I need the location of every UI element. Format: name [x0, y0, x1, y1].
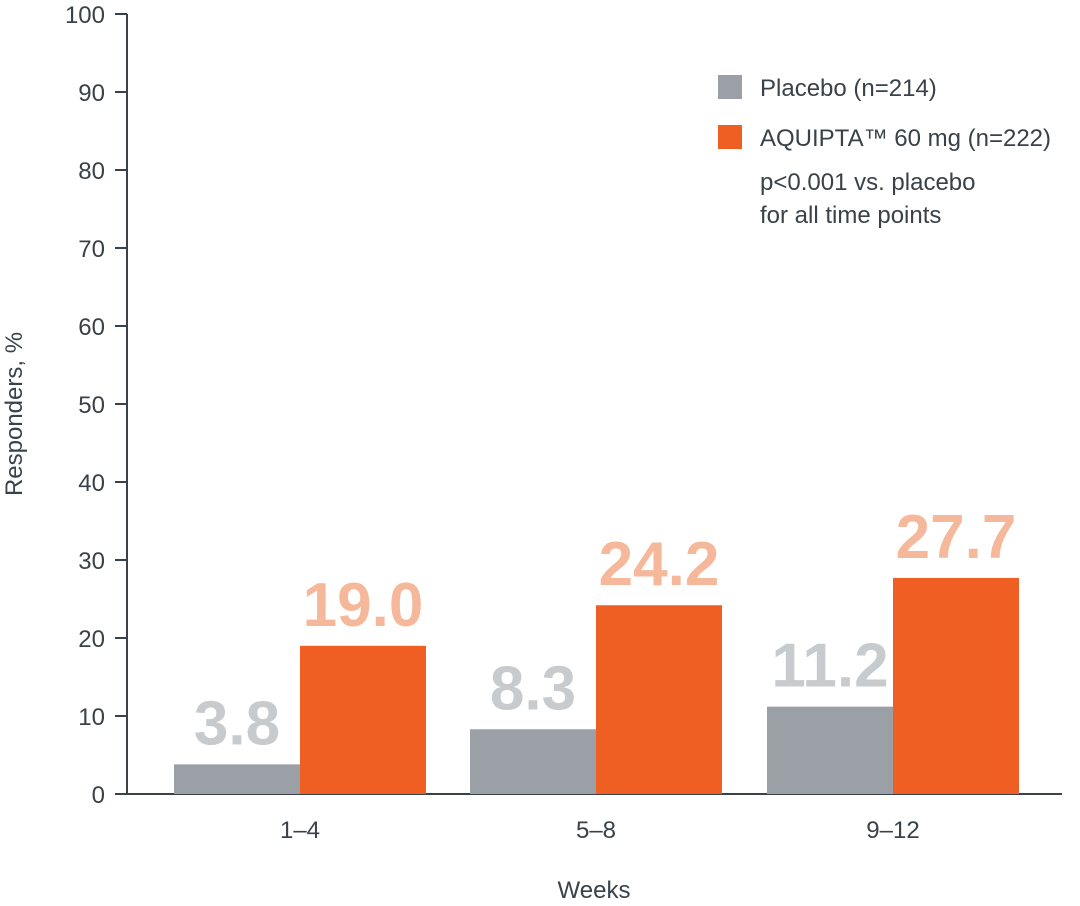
aquipta-bar [596, 605, 722, 794]
y-tick-label: 50 [78, 392, 105, 419]
aquipta-value-label: 19.0 [303, 571, 424, 640]
y-tick-label: 80 [78, 158, 105, 185]
y-tick-label: 40 [78, 470, 105, 497]
placebo-bar [174, 764, 300, 794]
y-tick-label: 70 [78, 236, 105, 263]
legend-label: Placebo (n=214) [760, 75, 937, 102]
placebo-value-label: 8.3 [490, 654, 576, 723]
placebo-value-label: 11.2 [771, 632, 888, 701]
y-tick-label: 10 [78, 704, 105, 731]
aquipta-bar [893, 577, 1019, 794]
significance-annotation: for all time points [760, 202, 941, 229]
x-tick-label: 5–8 [576, 817, 616, 844]
x-tick-label: 9–12 [866, 817, 919, 844]
y-tick-label: 0 [92, 782, 105, 809]
placebo-bar [470, 729, 596, 794]
y-tick-label: 60 [78, 314, 105, 341]
y-tick-label: 100 [65, 2, 105, 29]
y-tick-label: 20 [78, 626, 105, 653]
aquipta-bar [300, 645, 426, 794]
aquipta-value-label: 24.2 [599, 530, 720, 599]
x-tick-label: 1–4 [280, 817, 320, 844]
aquipta-value-label: 27.7 [896, 503, 1017, 572]
y-tick-label: 90 [78, 80, 105, 107]
x-axis-title: Weeks [558, 877, 631, 904]
y-axis-title: Responders, % [1, 332, 28, 496]
legend-swatch [718, 125, 742, 149]
placebo-value-label: 3.8 [194, 689, 280, 758]
y-tick-label: 30 [78, 548, 105, 575]
significance-annotation: p<0.001 vs. placebo [760, 169, 976, 196]
legend-swatch [718, 75, 742, 99]
placebo-bar [767, 706, 893, 794]
legend-label: AQUIPTA™ 60 mg (n=222) [760, 125, 1051, 152]
